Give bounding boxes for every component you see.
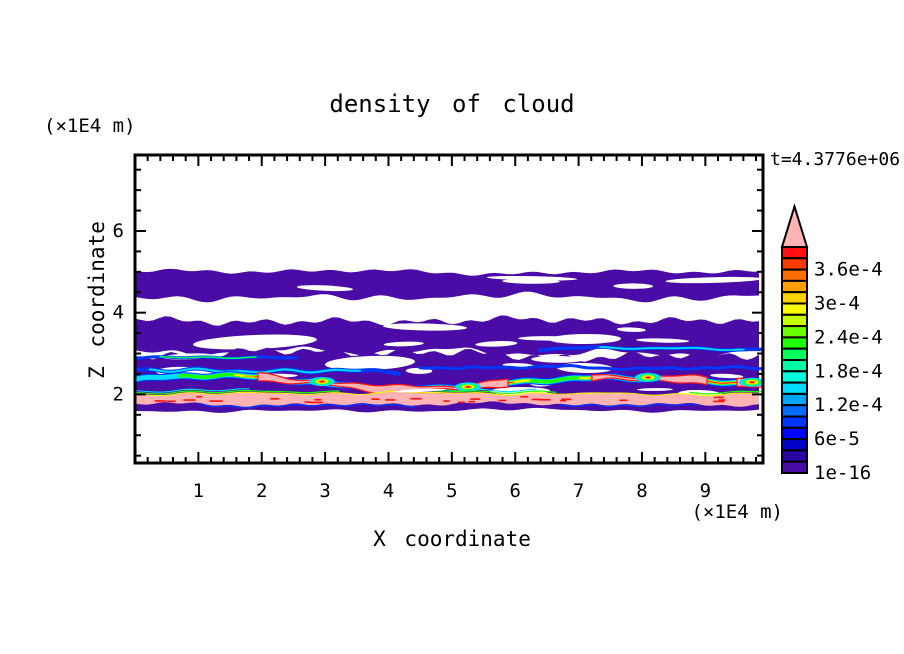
x-tick-label: 3 — [319, 480, 330, 502]
colorbar-segment — [781, 246, 808, 260]
colorbar-segment — [781, 370, 808, 384]
chart-title: density of cloud — [329, 90, 575, 118]
plot-frame — [133, 153, 765, 465]
colorbar: 1e-16 6e-5 1.2e-4 1.8e-4 2.4e-4 3e-4 3.6e-4 — [780, 203, 883, 484]
x-tick-label: 2 — [256, 480, 267, 502]
colorbar-segment — [781, 449, 808, 463]
y-axis-unit-label: (×1E4 m) — [44, 115, 136, 137]
colorbar-label: 6e-5 — [814, 428, 860, 450]
axis-ticks — [135, 155, 763, 463]
colorbar-segment — [781, 313, 808, 328]
colorbar-segment — [781, 347, 808, 362]
colorbar-segment — [781, 460, 808, 475]
z-tick-label: 6 — [113, 220, 124, 242]
x-tick-label: 5 — [446, 480, 457, 502]
colorbar-segment — [781, 415, 808, 429]
x-tick-label: 6 — [509, 480, 520, 502]
colorbar-segment — [781, 336, 808, 350]
cloud-bands — [135, 268, 763, 413]
colorbar-label: 1e-16 — [814, 462, 871, 484]
x-axis-unit-label: (×1E4 m) — [691, 501, 783, 523]
x-tick-label: 9 — [700, 480, 711, 502]
colorbar-segment — [781, 291, 808, 305]
colorbar-label: 2.4e-4 — [814, 326, 883, 348]
colorbar-segment — [781, 268, 808, 282]
z-tick-label: 4 — [113, 302, 124, 324]
colorbar-segment — [781, 302, 808, 316]
x-tick-label: 4 — [383, 480, 394, 502]
z-tick-label: 2 — [113, 383, 124, 405]
z-axis-title: Z coordinate — [85, 221, 109, 379]
colorbar-over-arrow — [780, 203, 809, 248]
colorbar-label: 3e-4 — [814, 293, 860, 315]
colorbar-segment — [781, 392, 808, 407]
colorbar-segment — [781, 359, 808, 373]
timestamp-label: t=4.3776e+06 — [770, 149, 901, 170]
colorbar-segment — [781, 438, 808, 452]
colorbar-segment — [781, 404, 808, 418]
colorbar-label: 1.2e-4 — [814, 394, 883, 416]
x-tick-label: 7 — [573, 480, 584, 502]
x-axis-title: X coordinate — [373, 527, 531, 551]
colorbar-segment — [781, 325, 808, 339]
colorbar-segment — [781, 257, 808, 271]
x-tick-label: 8 — [636, 480, 647, 502]
tick-labels: 1 2 3 4 5 6 7 8 9 2 4 6 — [113, 220, 712, 502]
x-tick-label: 1 — [193, 480, 204, 502]
colorbar-segment — [781, 381, 808, 395]
colorbar-segment — [781, 426, 808, 441]
colorbar-label: 3.6e-4 — [814, 259, 883, 281]
colorbar-label: 1.8e-4 — [814, 360, 883, 382]
colorbar-segment — [781, 279, 808, 294]
